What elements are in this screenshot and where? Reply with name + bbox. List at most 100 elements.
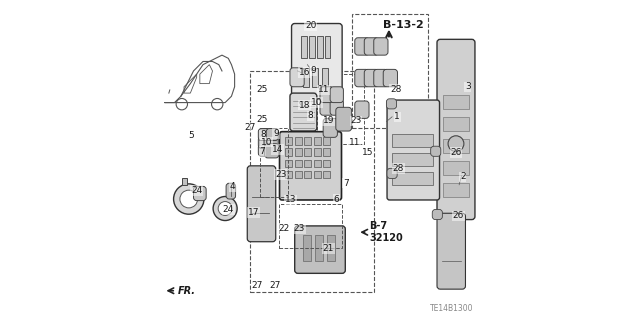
Text: 27: 27 (244, 123, 256, 132)
Text: 25: 25 (257, 85, 268, 94)
Text: 23: 23 (350, 116, 362, 125)
Text: 11: 11 (318, 85, 330, 94)
Bar (294, 148, 301, 156)
Circle shape (448, 136, 464, 152)
FancyBboxPatch shape (355, 38, 369, 55)
Bar (444, 183, 468, 197)
FancyBboxPatch shape (247, 166, 276, 242)
Bar (182, 178, 187, 185)
FancyBboxPatch shape (193, 186, 206, 201)
Bar (304, 171, 311, 178)
Text: 3: 3 (465, 82, 470, 91)
FancyBboxPatch shape (266, 129, 278, 141)
Text: TE14B1300: TE14B1300 (430, 304, 474, 313)
Text: 10: 10 (261, 137, 273, 147)
Bar (323, 137, 330, 145)
Text: 16: 16 (298, 68, 310, 77)
FancyBboxPatch shape (437, 213, 465, 289)
Text: 17: 17 (248, 208, 259, 217)
Bar (285, 171, 292, 178)
FancyBboxPatch shape (320, 100, 333, 115)
FancyBboxPatch shape (387, 99, 397, 109)
FancyBboxPatch shape (265, 144, 279, 158)
Text: 26: 26 (453, 211, 464, 220)
Text: 21: 21 (323, 244, 334, 253)
FancyBboxPatch shape (387, 168, 397, 178)
Bar (304, 148, 311, 156)
Text: 20: 20 (305, 21, 317, 30)
Bar (321, 68, 328, 87)
FancyBboxPatch shape (437, 39, 475, 219)
Bar (294, 160, 301, 167)
FancyBboxPatch shape (226, 183, 236, 199)
Text: 27: 27 (269, 281, 281, 290)
Bar (285, 148, 292, 156)
FancyBboxPatch shape (336, 107, 351, 131)
Bar (323, 148, 330, 156)
Bar (444, 139, 468, 153)
FancyBboxPatch shape (432, 210, 442, 219)
FancyBboxPatch shape (355, 69, 369, 87)
Bar (303, 235, 310, 261)
Bar (323, 171, 330, 178)
Bar (351, 14, 428, 128)
Text: 15: 15 (362, 148, 373, 157)
FancyBboxPatch shape (294, 226, 346, 273)
Bar (392, 134, 433, 147)
Text: 27: 27 (252, 281, 263, 290)
Bar (294, 137, 301, 145)
FancyBboxPatch shape (259, 129, 270, 141)
Bar (444, 95, 468, 109)
Text: 24: 24 (191, 186, 202, 195)
Text: 18: 18 (298, 100, 310, 110)
Text: 2: 2 (460, 172, 466, 182)
Text: 24: 24 (223, 205, 234, 214)
Bar (324, 36, 330, 58)
Bar (250, 71, 374, 292)
Circle shape (213, 197, 237, 220)
Text: B-13-2: B-13-2 (383, 20, 424, 30)
FancyBboxPatch shape (292, 24, 342, 100)
Bar (314, 160, 321, 167)
Bar (314, 148, 321, 156)
FancyBboxPatch shape (290, 93, 317, 131)
Bar (260, 128, 289, 197)
Bar (392, 153, 433, 166)
FancyBboxPatch shape (280, 132, 342, 200)
Text: 1: 1 (394, 112, 400, 121)
FancyBboxPatch shape (374, 69, 388, 87)
Bar (392, 172, 433, 185)
Text: 4: 4 (230, 182, 236, 191)
Text: 7: 7 (343, 179, 349, 188)
FancyBboxPatch shape (290, 68, 304, 87)
FancyBboxPatch shape (355, 101, 369, 118)
FancyBboxPatch shape (364, 69, 378, 87)
Text: 23: 23 (275, 170, 287, 179)
Circle shape (173, 184, 204, 214)
FancyBboxPatch shape (266, 137, 278, 148)
FancyBboxPatch shape (259, 137, 270, 148)
Text: 7: 7 (259, 147, 265, 156)
Bar (304, 160, 311, 167)
FancyBboxPatch shape (383, 69, 397, 87)
Text: 9: 9 (310, 66, 316, 76)
FancyBboxPatch shape (330, 100, 344, 115)
Text: 28: 28 (390, 85, 401, 94)
Bar (326, 235, 335, 261)
FancyBboxPatch shape (330, 87, 344, 103)
Bar (285, 160, 292, 167)
Text: 9: 9 (273, 129, 279, 138)
Bar (314, 137, 321, 145)
Bar (444, 117, 468, 131)
FancyBboxPatch shape (364, 38, 378, 55)
Text: 28: 28 (393, 164, 404, 173)
FancyBboxPatch shape (320, 87, 333, 103)
Text: 10: 10 (311, 98, 323, 107)
Text: 26: 26 (451, 148, 461, 157)
Text: FR.: FR. (178, 286, 196, 296)
FancyBboxPatch shape (266, 144, 278, 156)
Text: 14: 14 (272, 145, 284, 154)
FancyBboxPatch shape (259, 144, 270, 156)
Bar (309, 36, 315, 58)
Text: 6: 6 (333, 195, 339, 204)
